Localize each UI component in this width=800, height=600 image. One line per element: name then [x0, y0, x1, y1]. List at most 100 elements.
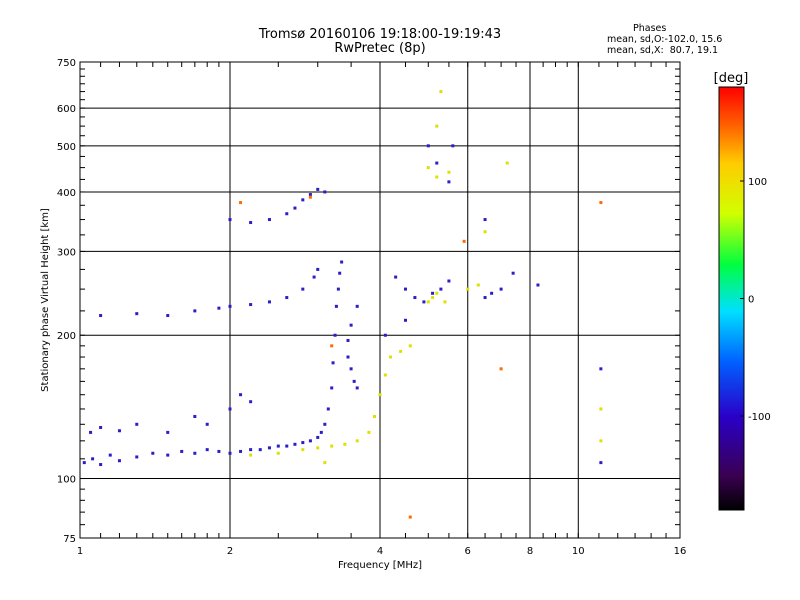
data-point-O — [355, 304, 359, 308]
data-point-outliers — [408, 515, 412, 519]
data-point-O — [135, 455, 139, 459]
y-tick-label: 200 — [57, 331, 76, 342]
data-point-O — [205, 422, 209, 426]
data-point-O — [301, 287, 305, 291]
data-point-O — [599, 367, 603, 371]
x-tick-label: 1 — [77, 546, 83, 557]
data-point-O — [99, 425, 103, 429]
data-point-O — [239, 393, 243, 397]
colorbar-tick-label: 0 — [748, 295, 754, 306]
data-point-outliers — [499, 367, 503, 371]
data-point-X — [323, 461, 327, 465]
data-point-O — [99, 314, 103, 318]
data-point-O — [166, 453, 170, 457]
data-point-O — [135, 422, 139, 426]
data-point-O — [490, 291, 494, 295]
x-axis-label: Frequency [MHz] — [338, 560, 422, 571]
data-point-X — [408, 344, 412, 348]
colorbar — [718, 86, 745, 511]
data-point-O — [228, 451, 232, 455]
data-point-O — [323, 422, 327, 426]
data-point-O — [431, 291, 435, 295]
colorbar-tick-label: -100 — [748, 412, 771, 423]
data-point-X — [378, 393, 382, 397]
data-point-X — [399, 349, 403, 353]
data-point-O — [151, 451, 155, 455]
data-point-O — [91, 457, 95, 461]
data-point-O — [439, 287, 443, 291]
x-tick-label: 8 — [527, 546, 533, 557]
data-point-O — [355, 386, 359, 390]
data-point-O — [166, 314, 170, 318]
data-point-X — [483, 230, 487, 234]
data-point-O — [426, 144, 430, 148]
chart-subtitle: RwPretec (8p) — [334, 41, 426, 56]
data-point-O — [117, 459, 121, 463]
data-point-X — [426, 300, 430, 304]
data-point-O — [285, 444, 289, 448]
data-point-O — [193, 451, 197, 455]
data-point-O — [89, 430, 93, 434]
data-point-O — [267, 300, 271, 304]
data-point-O — [326, 407, 330, 411]
data-point-O — [108, 453, 112, 457]
data-point-O — [293, 442, 297, 446]
data-point-X — [599, 407, 603, 411]
colorbar-tick-label: 100 — [748, 177, 767, 188]
data-point-X — [476, 283, 480, 287]
data-point-O — [193, 414, 197, 418]
data-point-O — [483, 218, 487, 222]
x-tick-label: 16 — [674, 546, 687, 557]
data-point-X — [367, 430, 371, 434]
data-point-O — [499, 287, 503, 291]
data-point-X — [301, 448, 305, 452]
data-point-O — [394, 275, 398, 279]
data-point-O — [451, 144, 455, 148]
data-point-O — [336, 287, 340, 291]
data-point-X — [249, 453, 253, 457]
data-point-O — [312, 275, 316, 279]
data-point-O — [316, 267, 320, 271]
y-tick-label: 750 — [57, 58, 76, 69]
data-point-O — [135, 312, 139, 316]
data-point-O — [511, 271, 515, 275]
data-point-X — [373, 414, 377, 418]
data-point-X — [599, 439, 603, 443]
data-point-O — [435, 161, 439, 165]
data-point-O — [180, 449, 184, 453]
data-point-O — [301, 441, 305, 445]
data-point-O — [413, 296, 417, 300]
data-point-O — [536, 283, 540, 287]
data-point-O — [483, 296, 487, 300]
y-tick-label: 100 — [57, 475, 76, 486]
data-point-X — [276, 451, 280, 455]
y-tick-label: 500 — [57, 142, 76, 153]
y-axis-label: Stationary phase Virtual Height [km] — [40, 208, 51, 392]
data-point-X — [431, 296, 435, 300]
data-point-X — [389, 355, 393, 359]
data-point-O — [352, 379, 356, 383]
data-point-O — [82, 461, 86, 465]
data-point-O — [447, 279, 451, 283]
data-point-O — [217, 306, 221, 310]
stats-o-mode: mean, sd,O:-102.0, 15.6 — [607, 34, 723, 45]
data-point-O — [403, 287, 407, 291]
data-point-O — [447, 180, 451, 184]
x-tick-label: 6 — [465, 546, 471, 557]
data-point-O — [166, 430, 170, 434]
data-point-O — [205, 448, 209, 452]
data-point-X — [505, 161, 509, 165]
data-point-O — [338, 271, 342, 275]
x-tick-label: 2 — [227, 546, 233, 557]
data-point-O — [258, 448, 262, 452]
data-point-O — [249, 448, 253, 452]
data-point-O — [599, 461, 603, 465]
data-point-O — [383, 333, 387, 337]
data-point-O — [323, 190, 327, 194]
data-point-O — [316, 187, 320, 191]
data-point-O — [403, 318, 407, 322]
data-point-O — [346, 338, 350, 342]
data-point-O — [193, 309, 197, 313]
data-point-X — [439, 90, 443, 94]
